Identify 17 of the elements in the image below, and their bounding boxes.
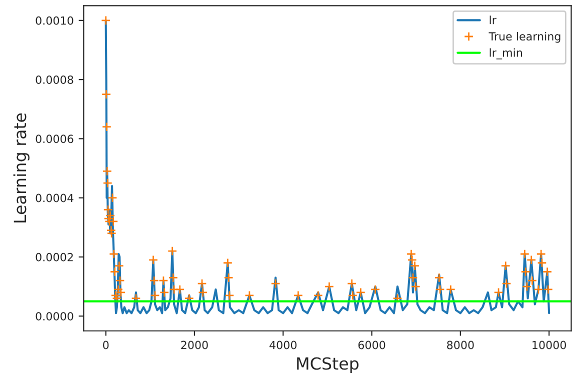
- x-tick-label: 4000: [270, 340, 297, 350]
- legend-label: lr: [490, 16, 496, 24]
- y-axis-title: Learning rate: [13, 113, 30, 222]
- y-tick-label: 0.0004: [36, 194, 74, 202]
- x-tick-label: 2000: [181, 340, 208, 350]
- legend-label: True learning: [488, 32, 560, 43]
- y-tick-label: 0.0006: [36, 134, 74, 144]
- x-tick-label: 0: [103, 340, 109, 350]
- x-tick-label: 10000: [532, 340, 566, 350]
- y-tick-label: 0.0010: [36, 16, 74, 25]
- y-tick-label: 0.0000: [36, 312, 74, 320]
- y-tick-label: 0.0008: [36, 76, 74, 84]
- y-tick-label: 0.0002: [36, 252, 73, 262]
- x-tick-label: 6000: [358, 340, 386, 350]
- legend-label: lr_min: [490, 48, 522, 60]
- x-tick-label: 8000: [447, 340, 474, 350]
- x-axis-title: MCStep: [297, 357, 359, 374]
